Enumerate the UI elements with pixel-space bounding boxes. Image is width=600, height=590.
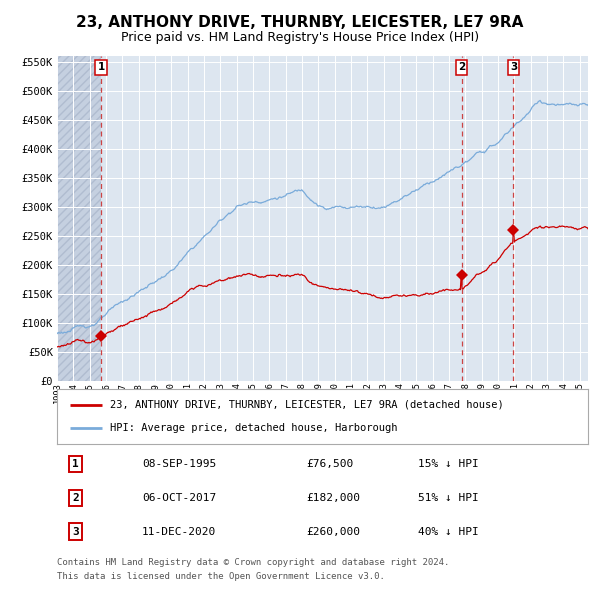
Text: This data is licensed under the Open Government Licence v3.0.: This data is licensed under the Open Gov… bbox=[57, 572, 385, 581]
Text: 1: 1 bbox=[97, 63, 104, 73]
Text: 3: 3 bbox=[510, 63, 517, 73]
Text: 15% ↓ HPI: 15% ↓ HPI bbox=[418, 459, 479, 469]
Text: Contains HM Land Registry data © Crown copyright and database right 2024.: Contains HM Land Registry data © Crown c… bbox=[57, 558, 449, 566]
Text: £260,000: £260,000 bbox=[307, 527, 361, 537]
Text: 23, ANTHONY DRIVE, THURNBY, LEICESTER, LE7 9RA (detached house): 23, ANTHONY DRIVE, THURNBY, LEICESTER, L… bbox=[110, 399, 504, 409]
Text: 51% ↓ HPI: 51% ↓ HPI bbox=[418, 493, 479, 503]
Text: 2: 2 bbox=[458, 63, 465, 73]
Text: 2: 2 bbox=[72, 493, 79, 503]
Bar bbox=[57, 56, 101, 381]
Text: HPI: Average price, detached house, Harborough: HPI: Average price, detached house, Harb… bbox=[110, 424, 398, 434]
Text: 08-SEP-1995: 08-SEP-1995 bbox=[142, 459, 216, 469]
Text: 23, ANTHONY DRIVE, THURNBY, LEICESTER, LE7 9RA: 23, ANTHONY DRIVE, THURNBY, LEICESTER, L… bbox=[76, 15, 524, 30]
Text: 1: 1 bbox=[72, 459, 79, 469]
Text: 40% ↓ HPI: 40% ↓ HPI bbox=[418, 527, 479, 537]
Text: £76,500: £76,500 bbox=[307, 459, 354, 469]
Text: 3: 3 bbox=[72, 527, 79, 537]
Text: 06-OCT-2017: 06-OCT-2017 bbox=[142, 493, 216, 503]
Text: Price paid vs. HM Land Registry's House Price Index (HPI): Price paid vs. HM Land Registry's House … bbox=[121, 31, 479, 44]
Text: £182,000: £182,000 bbox=[307, 493, 361, 503]
Text: 11-DEC-2020: 11-DEC-2020 bbox=[142, 527, 216, 537]
